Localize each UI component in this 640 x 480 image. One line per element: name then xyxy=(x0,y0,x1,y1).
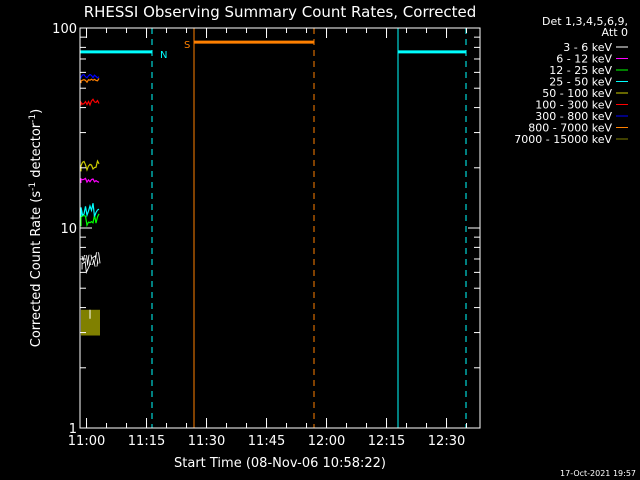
series-trace-3 xyxy=(80,203,100,218)
chart-title: RHESSI Observing Summary Count Rates, Co… xyxy=(84,3,477,21)
y-axis-label-main: Corrected Count Rate (s xyxy=(29,191,44,348)
series-trace-5 xyxy=(80,159,100,172)
x-axis-ticks: 11:00 11:15 11:30 11:45 12:00 12:15 12:30 xyxy=(68,28,468,449)
series-trace-2 xyxy=(80,213,100,228)
y-axis-label-exp1: -1 xyxy=(28,182,38,191)
x-tick-label-0: 11:00 xyxy=(68,434,105,449)
x-tick-label-2: 11:30 xyxy=(188,434,225,449)
legend-entry-label-3: 25 - 50 keV xyxy=(549,76,612,89)
x-tick-label-1: 11:15 xyxy=(128,434,165,449)
legend-entry-label-1: 6 - 12 keV xyxy=(556,53,612,66)
flag-label-n: N xyxy=(160,50,167,61)
y-tick-label-2: 100 xyxy=(52,22,77,37)
x-tick-label-3: 11:45 xyxy=(248,434,285,449)
y-tick-label-1: 10 xyxy=(60,222,77,237)
y-axis-label-end: ) xyxy=(29,109,44,114)
legend-entry-label-7: 800 - 7000 keV xyxy=(528,122,612,135)
y-axis-ticks: 1 10 100 xyxy=(52,22,480,437)
series-trace-1 xyxy=(80,252,100,271)
x-tick-label-4: 12:00 xyxy=(308,434,345,449)
legend-header-0: Det 1,3,4,5,6,9, xyxy=(542,15,628,28)
legend-entry-label-6: 300 - 800 keV xyxy=(535,110,612,123)
x-axis-label: Start Time (08-Nov-06 10:58:22) xyxy=(174,456,386,471)
series-trace-4 xyxy=(80,177,100,184)
series-trace-6 xyxy=(80,98,100,107)
legend-entry-label-0: 3 - 6 keV xyxy=(563,41,612,54)
legend-entry-label-5: 100 - 300 keV xyxy=(535,99,612,112)
x-tick-label-5: 12:15 xyxy=(368,434,405,449)
y-axis-label-exp2: -1 xyxy=(28,114,38,123)
series-trace-0 xyxy=(81,309,100,336)
flag-label-s: S xyxy=(184,40,190,51)
y-axis-label: Corrected Count Rate (s-1 detector-1) xyxy=(28,109,44,347)
legend-header-1: Att 0 xyxy=(602,26,628,39)
y-axis-label-mid: detector xyxy=(29,122,44,182)
series-trace-7 xyxy=(80,78,100,84)
series-trace-8 xyxy=(80,73,100,79)
x-tick-label-6: 12:30 xyxy=(428,434,465,449)
legend-entry-label-2: 12 - 25 keV xyxy=(549,64,612,77)
legend-entry-label-4: 50 - 100 keV xyxy=(542,87,612,100)
y-tick-label-0: 1 xyxy=(69,422,77,437)
series-group xyxy=(79,73,101,336)
footer-timestamp: 17-Oct-2021 19:57 xyxy=(560,469,636,478)
legend-entry-label-8: 7000 - 15000 keV xyxy=(514,133,612,146)
flag-bars: NS xyxy=(80,40,466,61)
